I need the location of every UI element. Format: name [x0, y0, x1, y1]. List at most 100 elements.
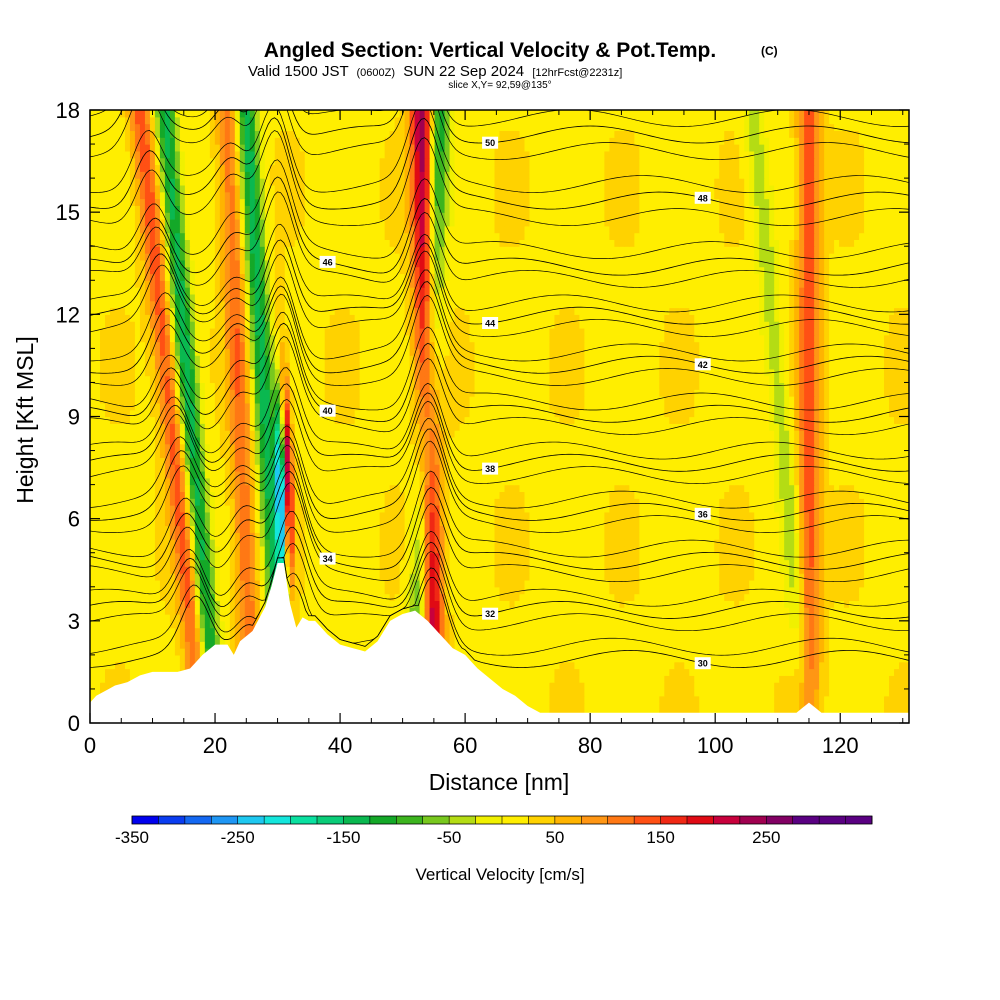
vv-cell [359, 620, 366, 629]
vv-cell [114, 579, 121, 588]
vv-cell [124, 634, 131, 642]
vv-cell [144, 614, 151, 622]
vv-cell [659, 607, 665, 615]
vv-cell [794, 518, 800, 527]
vv-cell [529, 593, 536, 601]
vv-cell [204, 634, 211, 642]
vv-cell [779, 675, 785, 683]
vv-cell [629, 661, 635, 670]
vv-cell [609, 518, 615, 527]
vv-cell [654, 627, 660, 636]
vv-cell [124, 593, 131, 601]
vv-cell [544, 641, 551, 649]
vv-cell [639, 545, 645, 554]
vv-cell [119, 607, 126, 615]
vv-cell [584, 688, 590, 697]
vv-cell [659, 668, 665, 676]
vv-cell [169, 559, 176, 567]
vv-cell [854, 532, 860, 540]
vv-cell [574, 532, 580, 540]
vv-cell [749, 620, 755, 629]
vv-cell [264, 539, 271, 547]
vv-cell [604, 579, 610, 588]
vv-cell [604, 620, 610, 629]
vv-cell [819, 586, 825, 595]
vv-cell [839, 525, 845, 533]
vv-cell [219, 566, 226, 574]
vv-cell [654, 688, 660, 697]
vv-cell [264, 559, 271, 567]
vv-cell [774, 682, 780, 690]
vv-cell [144, 525, 151, 533]
vv-cell [474, 573, 481, 581]
vv-cell [509, 668, 516, 676]
vv-cell [774, 545, 780, 554]
vv-cell [384, 532, 391, 540]
vv-cell [669, 654, 675, 663]
vv-cell [829, 559, 835, 567]
vv-cell [224, 620, 231, 629]
vv-cell [619, 661, 625, 670]
vv-cell [304, 539, 311, 547]
vv-cell [574, 607, 580, 615]
vv-cell [399, 600, 406, 608]
vv-cell [709, 688, 715, 697]
vv-cell [199, 627, 206, 636]
vv-cell [889, 682, 895, 690]
vv-cell [299, 552, 306, 561]
vv-cell [854, 552, 860, 561]
vv-cell [884, 607, 890, 615]
vv-cell [314, 559, 321, 567]
vv-cell [344, 511, 351, 520]
vv-cell [469, 614, 476, 622]
vv-cell [109, 593, 116, 601]
vv-cell [694, 648, 700, 656]
vv-cell [714, 695, 720, 704]
vv-cell [239, 511, 246, 520]
vv-cell [134, 559, 141, 567]
vv-cell [719, 545, 725, 554]
vv-cell [214, 545, 221, 554]
vv-cell [869, 675, 875, 683]
vv-cell [94, 641, 101, 649]
vv-cell [489, 586, 496, 595]
vv-cell [884, 532, 890, 540]
vv-cell [564, 661, 571, 670]
vv-cell [734, 586, 740, 595]
vv-cell [394, 552, 401, 561]
vv-cell [664, 675, 670, 683]
vv-cell [329, 614, 336, 622]
vv-cell [659, 634, 665, 642]
vv-cell [264, 532, 271, 540]
vv-cell [559, 682, 566, 690]
vv-cell [729, 654, 735, 663]
vv-cell [139, 593, 146, 601]
vv-cell [534, 620, 541, 629]
vv-cell [169, 579, 176, 588]
vv-cell [374, 614, 381, 622]
vv-cell [379, 539, 386, 547]
vv-cell [824, 566, 830, 574]
vv-cell [869, 695, 875, 704]
vv-cell [769, 688, 775, 697]
vv-cell [674, 620, 680, 629]
vv-cell [239, 600, 246, 608]
vv-cell [214, 559, 221, 567]
vv-cell [589, 654, 595, 663]
vv-cell [139, 668, 146, 676]
vv-cell [389, 579, 396, 588]
vv-cell [354, 573, 361, 581]
vv-cell [284, 579, 291, 588]
vv-cell [514, 586, 521, 595]
vv-cell [479, 586, 486, 595]
vv-cell [404, 566, 411, 574]
vv-cell [804, 620, 810, 629]
vv-cell [774, 688, 780, 697]
vv-cell [444, 552, 451, 561]
vv-cell [809, 545, 815, 554]
vv-cell [744, 607, 750, 615]
vv-cell [224, 518, 231, 527]
vv-cell [94, 620, 101, 629]
vv-cell [844, 559, 850, 567]
vv-cell [719, 600, 725, 608]
